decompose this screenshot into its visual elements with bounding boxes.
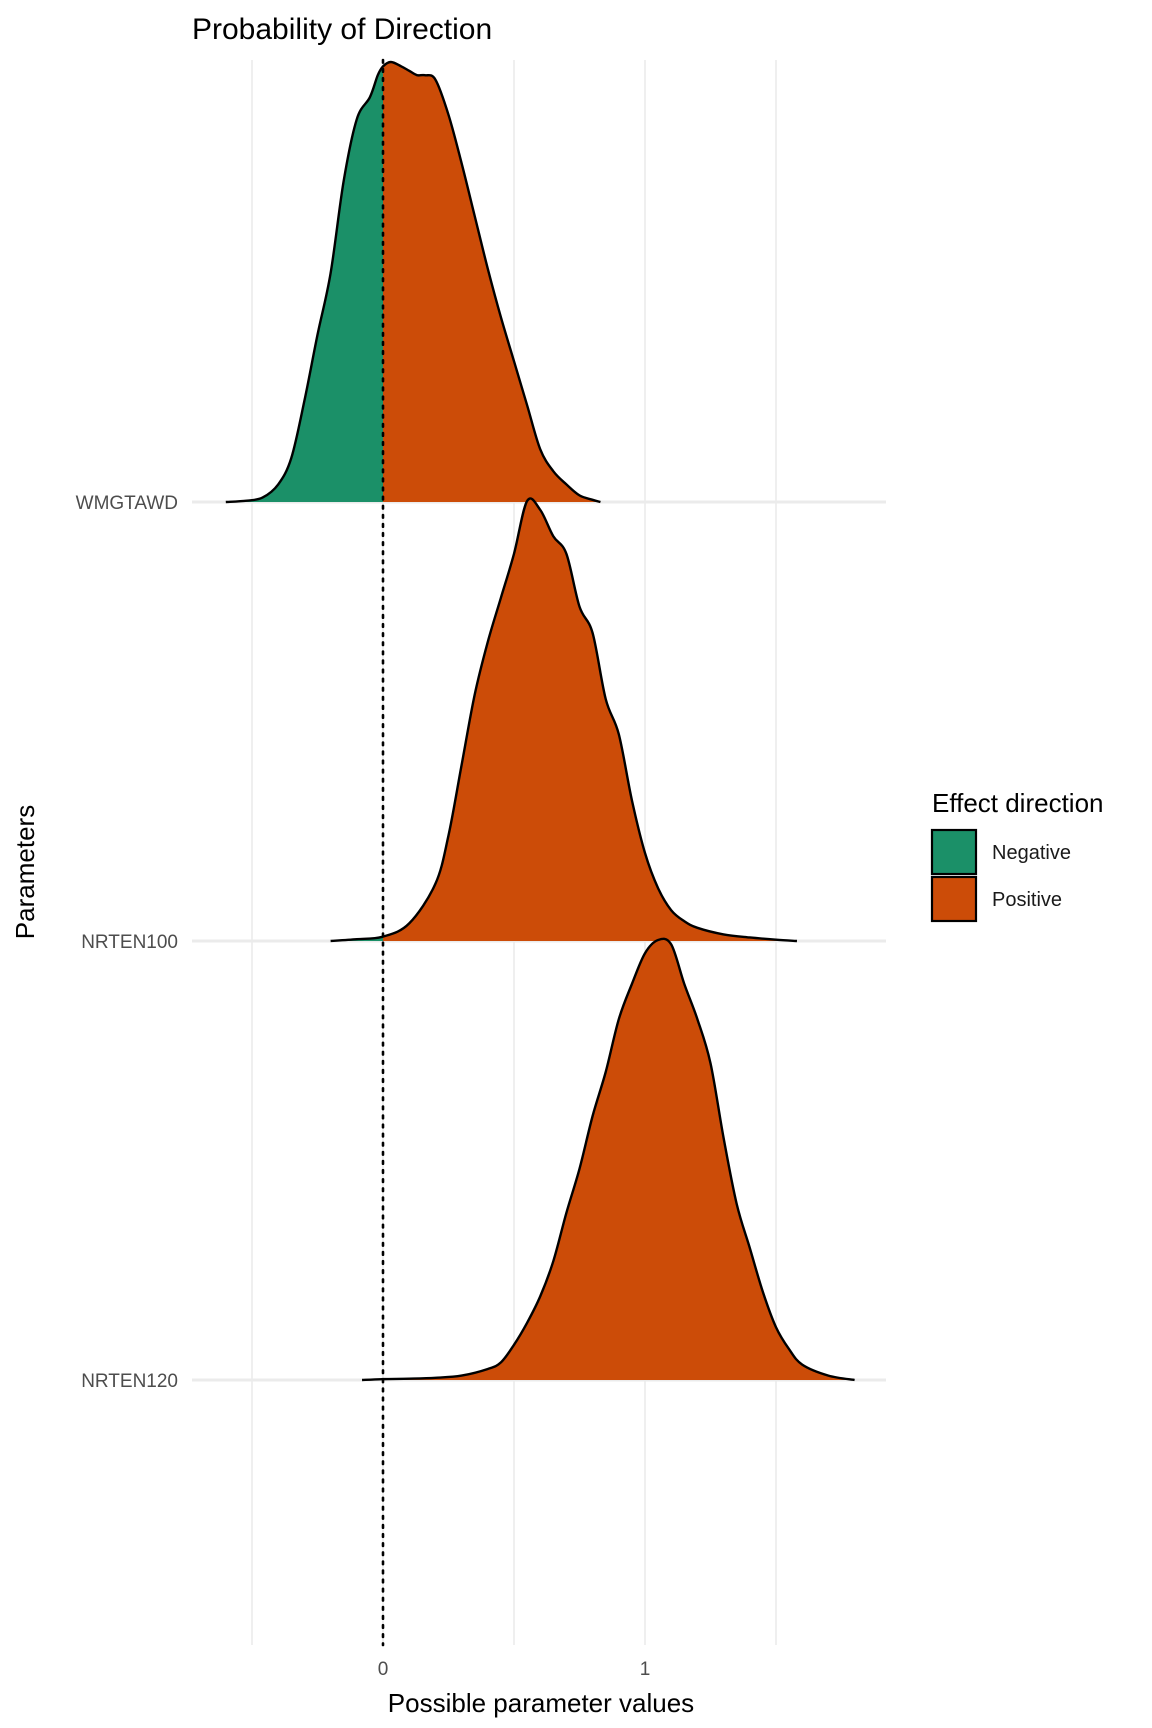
x-axis-title: Possible parameter values <box>388 1688 694 1718</box>
density-ridges <box>225 60 855 1382</box>
legend-label-positive: Positive <box>992 889 1062 911</box>
y-tick-label: WMGTAWD <box>76 493 178 514</box>
positive-area <box>383 62 601 502</box>
y-tick-label: NRTEN120 <box>81 1371 178 1392</box>
ridge-wmgtawd <box>225 60 601 504</box>
density-outline <box>361 937 855 1382</box>
legend-swatch-positive <box>930 875 978 923</box>
x-tick-label: 0 <box>378 1659 389 1680</box>
negative-area <box>225 66 383 502</box>
legend-label-negative: Negative <box>992 842 1071 864</box>
y-tick-labels: WMGTAWD NRTEN100 NRTEN120 <box>76 493 178 1392</box>
negative-area <box>330 936 383 941</box>
ridge-nrten100 <box>330 497 798 943</box>
positive-area <box>383 938 855 1380</box>
y-tick-label: NRTEN100 <box>81 932 178 953</box>
x-tick-label: 1 <box>640 1659 651 1680</box>
density-outline <box>330 497 798 943</box>
chart-title: Probability of Direction <box>192 13 492 46</box>
density-outline <box>225 60 601 504</box>
legend-swatch-negative <box>930 828 978 876</box>
y-axis-title: Parameters <box>10 805 40 939</box>
legend: Effect direction Negative Positive <box>930 788 1104 923</box>
positive-area <box>383 498 797 941</box>
ridge-nrten120 <box>361 937 855 1382</box>
legend-title: Effect direction <box>932 788 1104 818</box>
